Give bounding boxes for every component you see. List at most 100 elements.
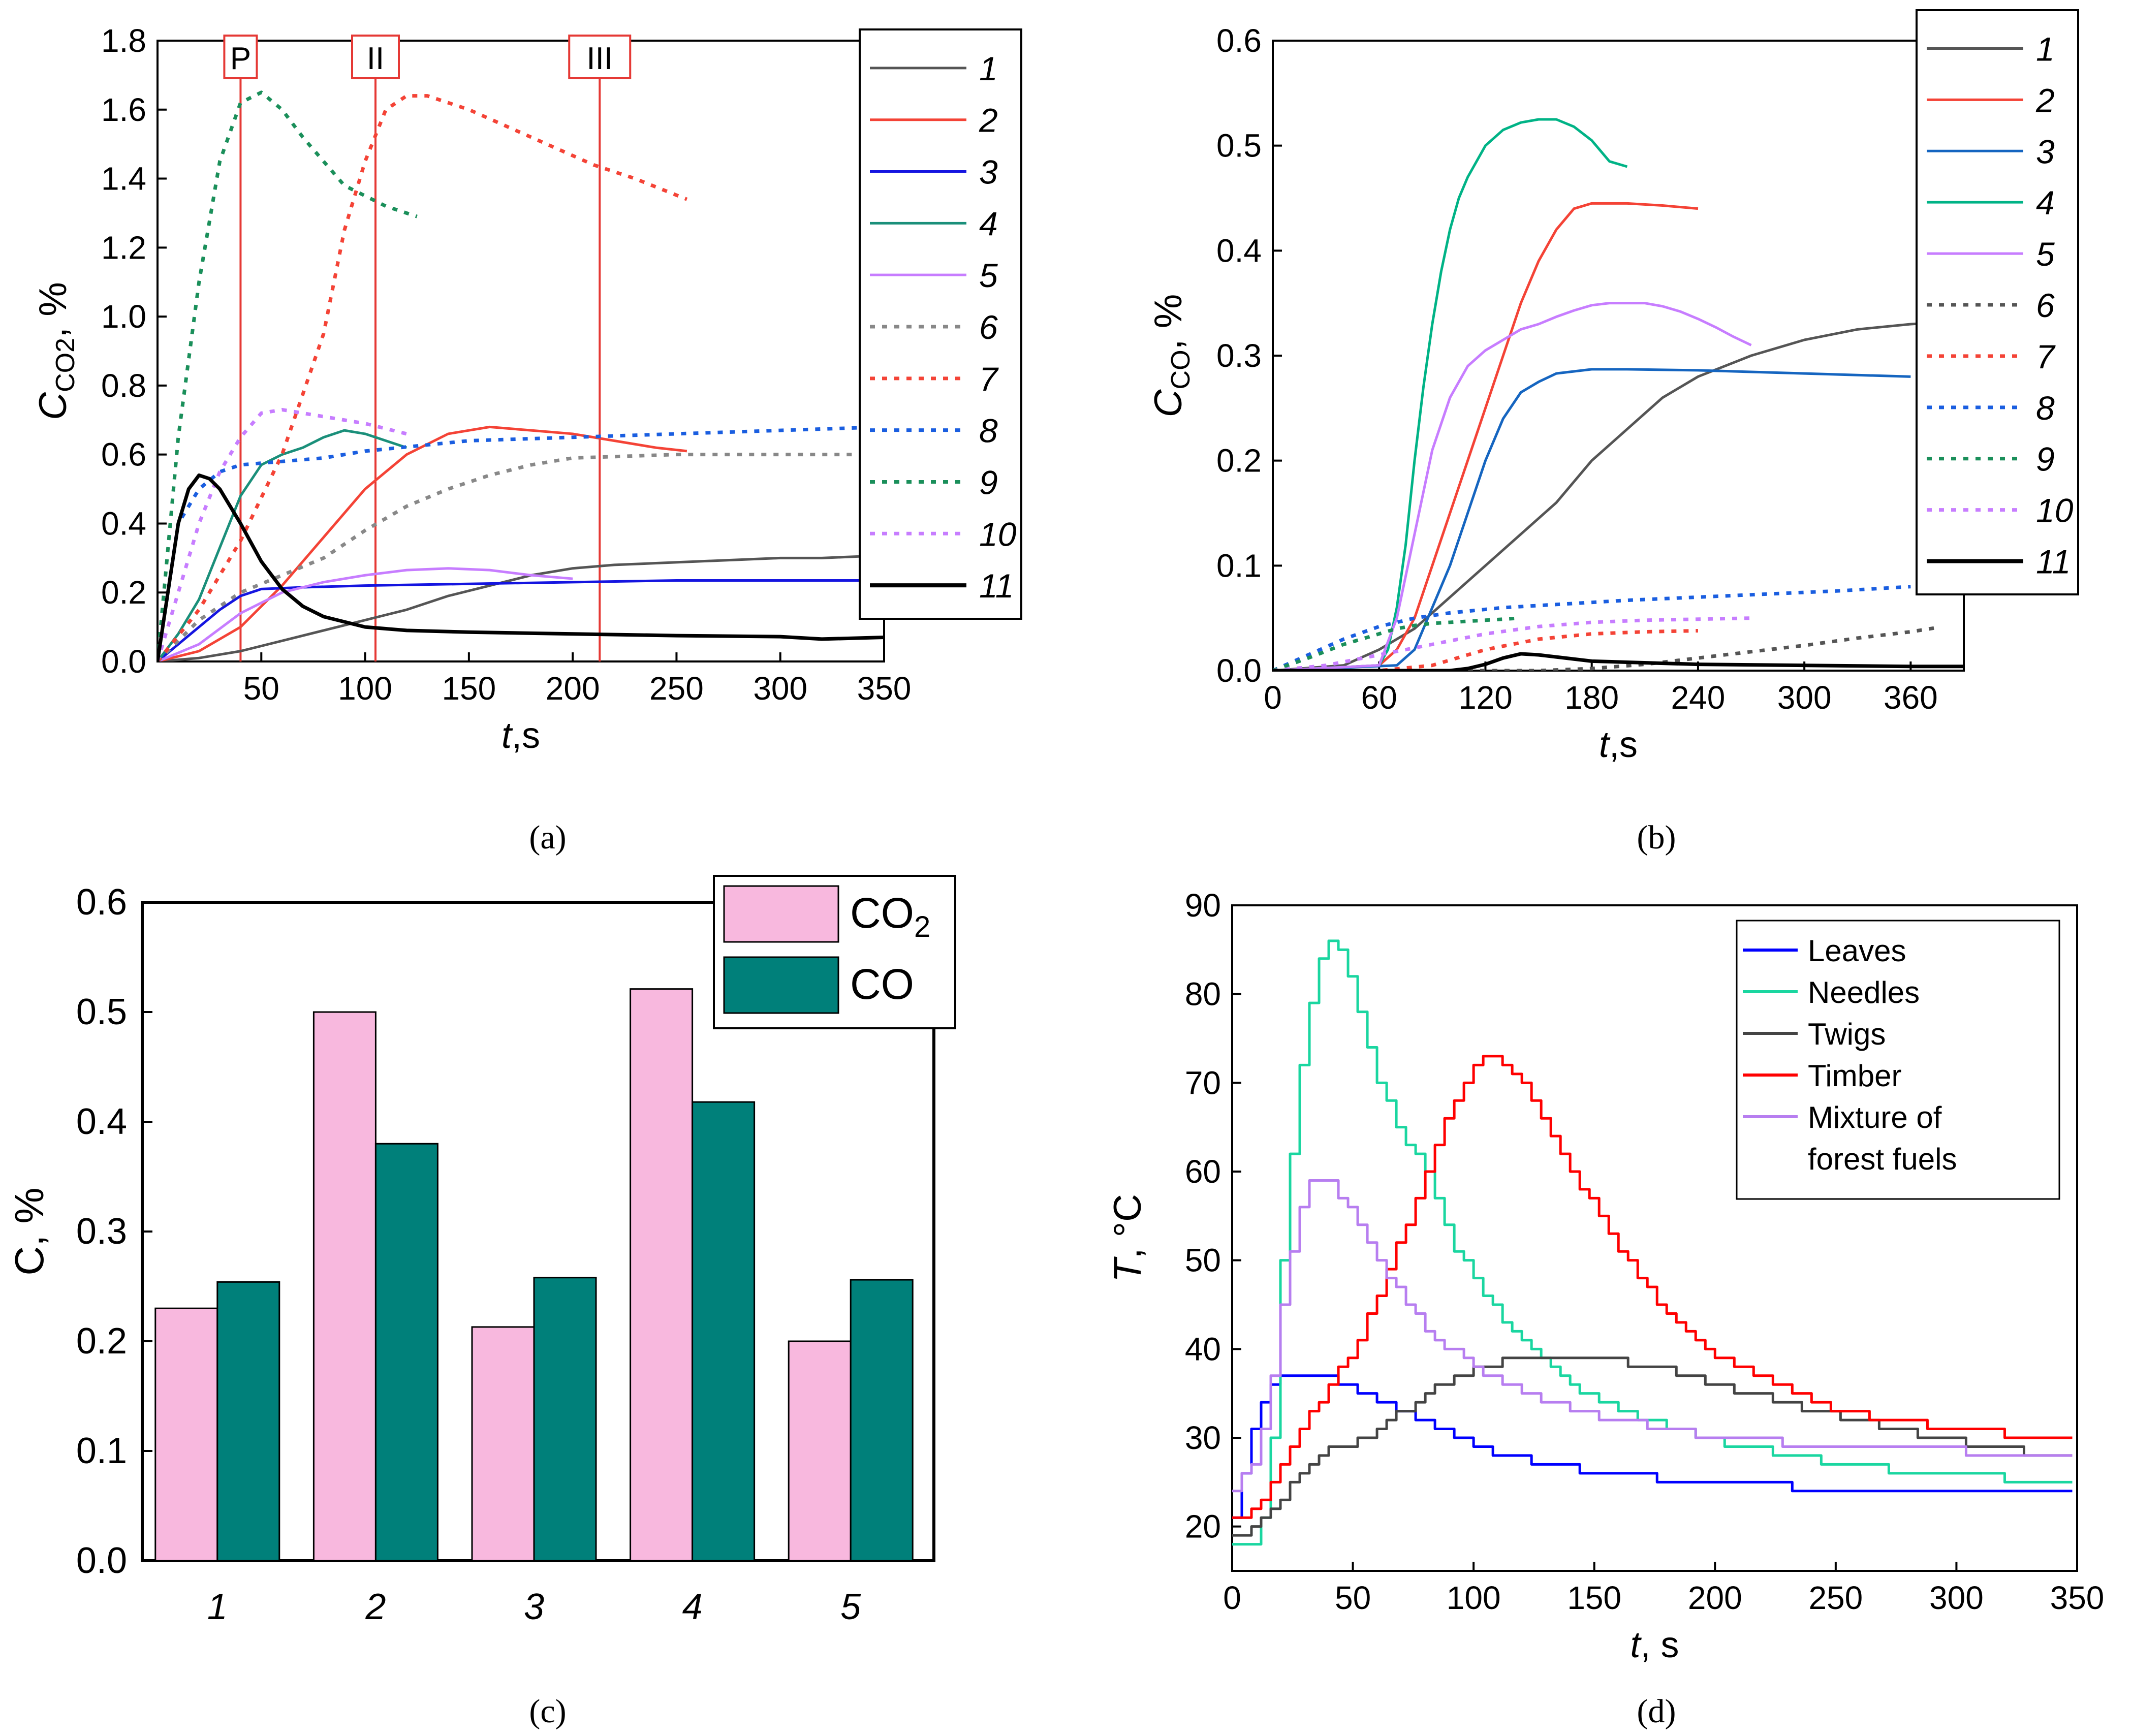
bar-co2	[471, 1326, 535, 1562]
series-line-11	[1273, 652, 1964, 671]
bar-co2	[630, 988, 694, 1562]
x-tick-label: 4	[682, 1587, 703, 1627]
y-tick-label: 80	[1185, 976, 1221, 1013]
series-line-needles	[1232, 939, 2073, 1546]
x-tick-label: 50	[243, 670, 279, 707]
legend-label: Leaves	[1808, 934, 1906, 968]
legend-label: 6	[979, 308, 998, 346]
series-line-timber	[1232, 1055, 2073, 1519]
y-tick-label: 0.2	[76, 1321, 127, 1362]
y-tick-label: 0.3	[1216, 337, 1262, 374]
chart-d: 0 50 100 150 200 250 300 350 20 30 40 50 60 70 80 90 t, …	[1106, 887, 2104, 1665]
y-tick-label: 0.0	[1216, 652, 1262, 689]
legend-label: 1	[979, 50, 998, 87]
series-line-3	[158, 579, 884, 661]
bar-co	[850, 1279, 914, 1562]
legend-label: 10	[979, 515, 1017, 553]
series-line-1	[1273, 320, 1964, 671]
series-line-4	[1273, 118, 1628, 671]
y-axis-label: CCO2, %	[32, 282, 80, 420]
legend-label: Timber	[1808, 1059, 1901, 1093]
bar-co	[374, 1143, 438, 1562]
series-line-6	[1273, 625, 1938, 671]
y-tick-label: 1.8	[101, 22, 146, 59]
stage-marker-box	[223, 35, 258, 79]
x-tick-label: 1	[207, 1587, 228, 1627]
x-tick-label: 0	[1264, 679, 1282, 716]
chart-c: 0.0 0.1 0.2 0.3 0.4 0.5 0.6 1 2 3 4 5 C, % CO2 CO	[7, 875, 956, 1627]
legend-label: 9	[2036, 440, 2055, 478]
series-line-10	[1273, 616, 1751, 671]
legend-label: CO2	[850, 889, 930, 943]
x-tick-label: 200	[1688, 1580, 1742, 1616]
legend-box	[859, 28, 1022, 620]
series-line-2	[158, 425, 687, 661]
x-tick-label: 0	[1223, 1580, 1241, 1616]
x-axis-label: t,s	[501, 715, 540, 756]
stage-marker-label: P	[230, 41, 251, 76]
x-tick-label: 60	[1361, 679, 1397, 716]
y-axis-label: CCO, %	[1147, 294, 1196, 418]
series-line-9	[158, 90, 418, 661]
legend-label: 1	[2036, 30, 2055, 68]
legend-swatch	[723, 956, 839, 1014]
series-line-6	[158, 453, 884, 661]
legend-label: 5	[2036, 235, 2055, 273]
y-tick-label: 0.4	[76, 1101, 127, 1142]
bar-co2	[788, 1340, 852, 1562]
x-tick-label: 300	[753, 670, 807, 707]
bar-co2	[154, 1307, 218, 1562]
y-tick-label: 1.2	[101, 229, 146, 266]
y-tick-label: 0.1	[76, 1431, 127, 1471]
legend-label: 7	[2036, 338, 2056, 375]
stage-marker-label: III	[586, 41, 613, 76]
legend-label: 10	[2036, 492, 2074, 529]
series-line-11	[158, 473, 884, 661]
caption-a: (a)	[529, 819, 566, 856]
y-tick-label: 60	[1185, 1153, 1221, 1190]
bar-co2	[312, 1011, 377, 1562]
series-line-5	[158, 567, 573, 661]
x-tick-label: 120	[1458, 679, 1513, 716]
plot-frame	[1272, 40, 1965, 672]
series-line-10	[158, 407, 407, 661]
legend-label: 3	[2036, 133, 2055, 170]
series-line-7	[158, 94, 688, 661]
legend-label: 5	[979, 257, 998, 294]
legend-label: 6	[2036, 287, 2055, 324]
y-tick-label: 0.6	[76, 882, 127, 923]
legend-label: 8	[2036, 389, 2055, 427]
y-tick-label: 0.1	[1216, 547, 1262, 584]
plot-frame	[1231, 904, 2078, 1572]
stage-marker-box	[351, 35, 400, 79]
x-tick-label: 50	[1335, 1580, 1371, 1616]
y-tick-label: 0.3	[76, 1211, 127, 1252]
legend-label: CO	[850, 960, 914, 1008]
legend-box	[1916, 9, 2079, 595]
series-line-twigs	[1232, 1356, 2073, 1537]
legend-swatch	[723, 885, 839, 943]
y-tick-label: 0.0	[76, 1540, 127, 1581]
y-tick-label: 0.4	[1216, 232, 1262, 269]
y-tick-label: 0.5	[1216, 128, 1262, 164]
legend-box	[1736, 920, 2060, 1200]
legend-label: 8	[979, 412, 998, 450]
y-axis-label: C, %	[7, 1187, 52, 1275]
series-line-3	[1273, 368, 1911, 671]
y-tick-label: 1.0	[101, 298, 146, 335]
series-line-8	[1273, 585, 1911, 671]
x-tick-label: 5	[840, 1587, 861, 1627]
y-tick-label: 0.2	[101, 574, 146, 611]
legend-label: Twigs	[1808, 1017, 1886, 1051]
x-tick-label: 180	[1564, 679, 1619, 716]
legend-label: 11	[2036, 543, 2071, 581]
y-axis-label: T, °C	[1106, 1194, 1149, 1282]
y-tick-label: 1.6	[101, 91, 146, 128]
y-tick-label: 70	[1185, 1064, 1221, 1101]
legend-label: forest fuels	[1808, 1142, 1957, 1176]
legend-label: 7	[979, 360, 999, 398]
bar-co	[533, 1277, 597, 1562]
y-tick-label: 0.4	[101, 505, 146, 542]
x-axis-label: t, s	[1630, 1625, 1679, 1665]
